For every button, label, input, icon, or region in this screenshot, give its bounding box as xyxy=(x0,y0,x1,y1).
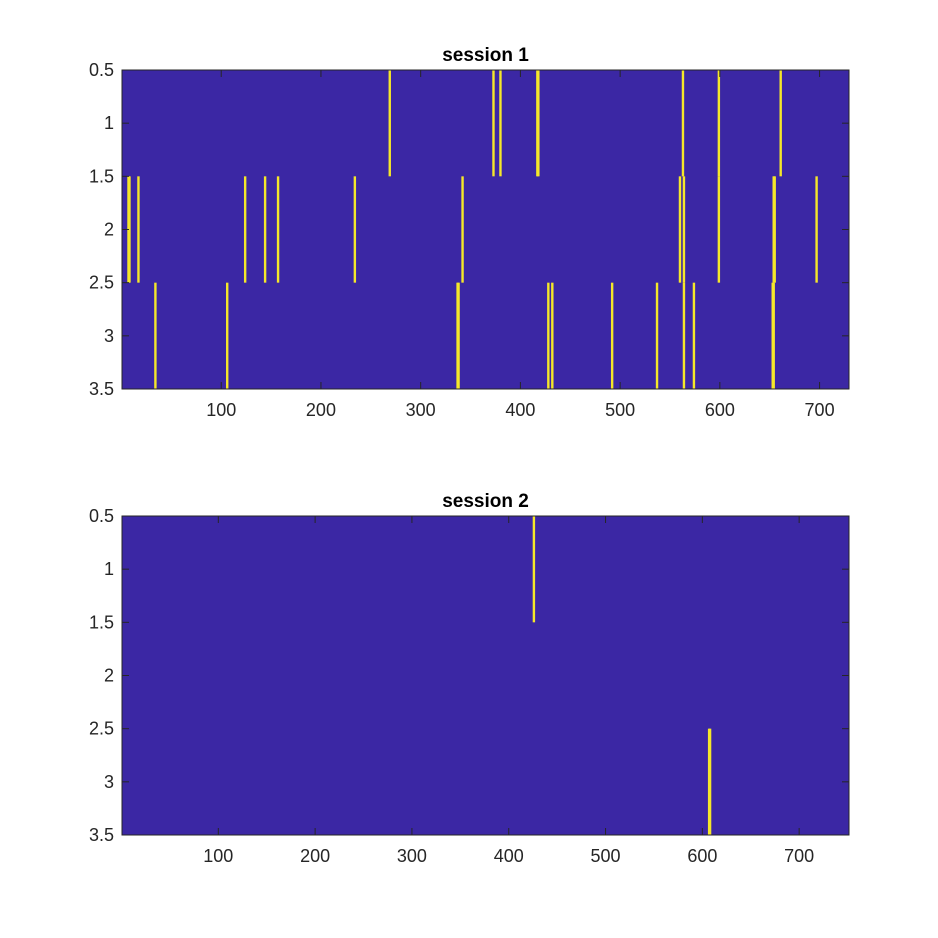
event-cell xyxy=(492,70,495,177)
event-cell xyxy=(717,70,721,177)
plot-background xyxy=(122,516,849,835)
y-tick-label: 1.5 xyxy=(89,612,114,632)
session-1-chart: 100 200 300 400 500 600 700 0.5 1 1.5 2 2.5 3 3.5 sess… xyxy=(89,45,850,420)
x-tick-label: 200 xyxy=(300,846,330,866)
event-cell xyxy=(154,282,157,389)
x-tick-label: 300 xyxy=(406,400,436,420)
event-cell xyxy=(137,176,140,283)
chart-title: session 2 xyxy=(442,491,529,512)
event-cell xyxy=(655,282,659,389)
y-tick-label: 1.5 xyxy=(89,166,114,186)
x-tick-label: 500 xyxy=(605,400,635,420)
event-cell xyxy=(681,70,685,177)
y-tick-label: 2 xyxy=(104,666,114,686)
x-tick-label: 600 xyxy=(687,846,717,866)
event-cell xyxy=(226,282,229,389)
event-cell xyxy=(388,70,391,177)
y-tick-label: 3.5 xyxy=(89,379,114,399)
y-tick-label: 0.5 xyxy=(89,60,114,80)
event-cell xyxy=(717,176,721,283)
event-cell xyxy=(537,70,540,177)
event-cell xyxy=(772,282,775,389)
y-tick-label: 0.5 xyxy=(89,506,114,526)
y-tick-label: 2.5 xyxy=(89,719,114,739)
event-cell xyxy=(610,282,614,389)
x-tick-label: 700 xyxy=(784,846,814,866)
event-cell xyxy=(243,176,247,283)
plot-background xyxy=(122,70,849,389)
y-tick-label: 3 xyxy=(104,326,114,346)
event-cell xyxy=(708,728,712,835)
y-tick-label: 1 xyxy=(104,113,114,133)
x-tick-label: 200 xyxy=(306,400,336,420)
event-cell xyxy=(353,176,357,283)
y-tick-label: 2.5 xyxy=(89,273,114,293)
event-cell xyxy=(678,176,682,283)
event-cell xyxy=(779,70,782,177)
event-cell xyxy=(263,176,267,283)
event-cell xyxy=(457,282,460,389)
event-cell xyxy=(815,176,818,283)
y-tick-label: 1 xyxy=(104,559,114,579)
x-tick-label: 400 xyxy=(505,400,535,420)
event-cell xyxy=(532,516,536,623)
x-tick-label: 300 xyxy=(397,846,427,866)
event-cell xyxy=(276,176,280,283)
y-tick-label: 3.5 xyxy=(89,825,114,845)
x-tick-label: 100 xyxy=(206,400,236,420)
event-cell xyxy=(682,282,686,389)
event-cell xyxy=(461,176,464,283)
event-cell xyxy=(128,176,131,283)
x-tick-label: 500 xyxy=(591,846,621,866)
x-tick-label: 700 xyxy=(805,400,835,420)
event-cell xyxy=(499,70,502,177)
x-tick-label: 400 xyxy=(494,846,524,866)
event-cell xyxy=(773,176,776,283)
y-tick-label: 2 xyxy=(104,220,114,240)
event-cell xyxy=(692,282,696,389)
chart-title: session 1 xyxy=(442,45,529,66)
event-cell xyxy=(551,282,554,389)
x-tick-label: 100 xyxy=(203,846,233,866)
x-tick-label: 600 xyxy=(705,400,735,420)
event-cell xyxy=(547,282,550,389)
session-2-chart: 100 200 300 400 500 600 700 0.5 1 1.5 2 2.5 3 3.5 sess… xyxy=(89,491,850,866)
event-cell xyxy=(682,176,686,283)
y-tick-label: 3 xyxy=(104,772,114,792)
